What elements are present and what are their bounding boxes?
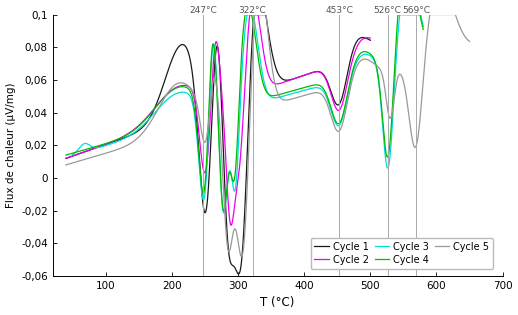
Line: Cycle 1: Cycle 1 — [66, 14, 370, 274]
Cycle 2 — [261, 53, 267, 57]
Cycle 1 — [290, 77, 296, 81]
Cycle 5 — [217, 129, 223, 133]
Cycle 4 — [199, 189, 206, 193]
Cycle 5 — [395, 75, 401, 79]
Cycle 3 — [204, 171, 210, 175]
Cycle 1 — [179, 43, 185, 46]
Cycle 2 — [313, 70, 320, 74]
Cycle 4 — [221, 209, 227, 213]
Cycle 4 — [242, 13, 248, 16]
Cycle 3 — [358, 54, 364, 58]
Cycle 5 — [238, 255, 244, 258]
Cycle 4 — [128, 130, 134, 134]
X-axis label: T (°C): T (°C) — [261, 296, 295, 309]
Cycle 5 — [466, 39, 472, 43]
Cycle 1 — [63, 157, 69, 160]
Y-axis label: Flux de chaleur (µV/mg): Flux de chaleur (µV/mg) — [6, 83, 16, 208]
Cycle 1 — [118, 137, 124, 141]
Cycle 5 — [63, 163, 69, 167]
Cycle 3 — [420, 25, 426, 28]
Cycle 1 — [261, 13, 267, 16]
Cycle 2 — [247, 13, 253, 16]
Cycle 1 — [251, 13, 257, 16]
Cycle 2 — [246, 26, 252, 29]
Cycle 2 — [290, 77, 296, 81]
Cycle 4 — [420, 27, 426, 31]
Cycle 4 — [63, 153, 69, 157]
Cycle 1 — [236, 272, 242, 276]
Cycle 4 — [329, 112, 336, 115]
Cycle 3 — [298, 89, 304, 93]
Cycle 5 — [251, 13, 257, 16]
Cycle 1 — [313, 70, 320, 73]
Cycle 5 — [364, 58, 370, 61]
Cycle 3 — [331, 119, 337, 123]
Cycle 2 — [118, 136, 124, 140]
Cycle 2 — [367, 36, 373, 40]
Line: Cycle 2: Cycle 2 — [66, 14, 370, 225]
Text: 569°C: 569°C — [402, 6, 430, 14]
Cycle 2 — [179, 84, 185, 88]
Cycle 2 — [228, 223, 234, 227]
Cycle 1 — [367, 38, 373, 42]
Cycle 3 — [69, 152, 76, 156]
Cycle 1 — [246, 117, 252, 121]
Cycle 3 — [280, 94, 286, 98]
Cycle 5 — [325, 106, 332, 110]
Legend: Cycle 1, Cycle 2, Cycle 3, Cycle 4, Cycle 5: Cycle 1, Cycle 2, Cycle 3, Cycle 4, Cycl… — [310, 238, 493, 269]
Text: 322°C: 322°C — [239, 6, 266, 14]
Text: 247°C: 247°C — [189, 6, 217, 14]
Cycle 4 — [295, 87, 301, 91]
Cycle 2 — [63, 157, 69, 160]
Cycle 4 — [277, 92, 283, 96]
Cycle 3 — [133, 129, 139, 133]
Line: Cycle 5: Cycle 5 — [66, 14, 469, 256]
Cycle 5 — [305, 92, 311, 96]
Cycle 4 — [357, 52, 363, 56]
Line: Cycle 4: Cycle 4 — [66, 14, 423, 211]
Text: 526°C: 526°C — [373, 6, 401, 14]
Cycle 3 — [244, 13, 250, 16]
Text: 453°C: 453°C — [325, 6, 353, 14]
Line: Cycle 3: Cycle 3 — [73, 14, 423, 213]
Cycle 5 — [136, 135, 142, 138]
Cycle 3 — [221, 211, 227, 215]
